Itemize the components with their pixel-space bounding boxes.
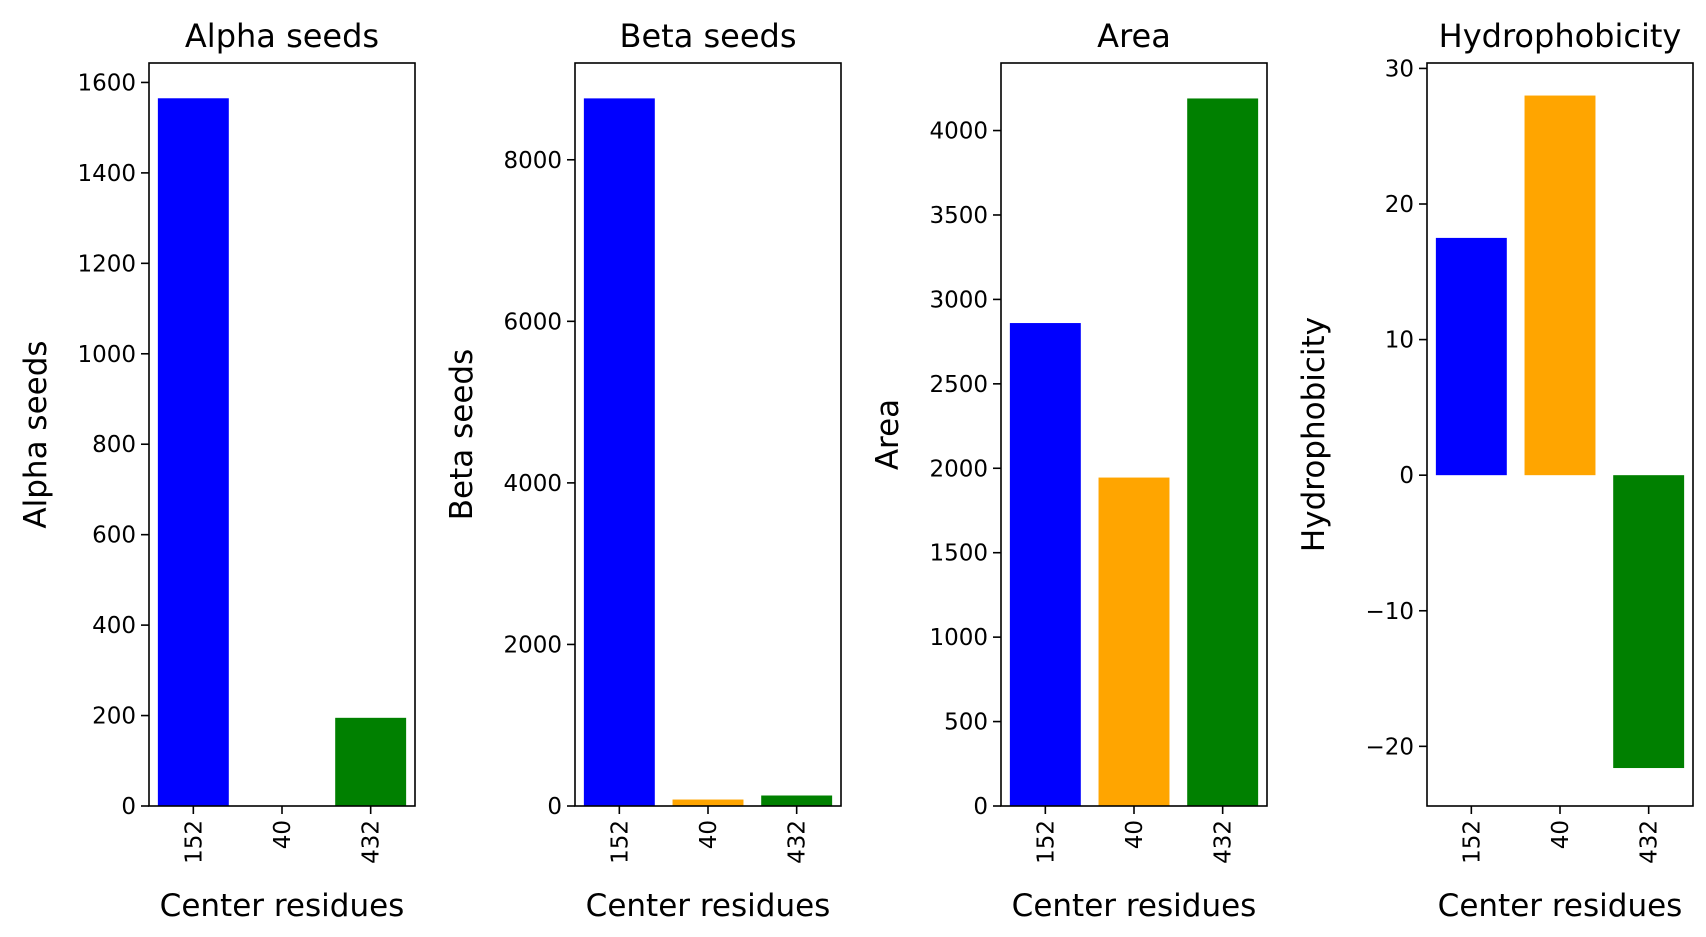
x-tick-label: 432 xyxy=(785,820,811,864)
chart-title: Beta seeds xyxy=(620,17,797,55)
x-axis-label: Center residues xyxy=(1012,888,1257,924)
y-tick-label: 0 xyxy=(121,794,136,820)
x-axis-label: Center residues xyxy=(586,888,831,924)
y-tick-label: 800 xyxy=(92,432,136,458)
chart-panel: Hydrophobicity −20 −10 0 10 20 30 152 40 432 Cente… xyxy=(1296,17,1694,924)
chart-panel: Alpha seeds 0 200 400 600 800 1000 1200 1400 1600… xyxy=(18,17,416,924)
x-axis-label: Center residues xyxy=(160,888,405,924)
bar-432 xyxy=(1613,475,1685,769)
y-tick-label: 0 xyxy=(973,794,988,820)
bar-152 xyxy=(157,98,229,807)
y-tick-label: 0 xyxy=(1399,463,1414,489)
y-axis-label: Alpha seeds xyxy=(18,340,54,528)
y-tick-label: 20 xyxy=(1385,192,1414,218)
y-tick-label: 400 xyxy=(92,613,136,639)
y-tick-label: 1000 xyxy=(77,342,136,368)
chart-title: Alpha seeds xyxy=(185,17,379,55)
y-tick-label: 4000 xyxy=(503,471,562,497)
x-tick-label: 40 xyxy=(1122,820,1148,849)
y-tick-label: 4000 xyxy=(929,119,988,145)
x-tick-label: 432 xyxy=(359,820,385,864)
y-axis-label: Hydrophobicity xyxy=(1296,317,1332,552)
bar-432 xyxy=(335,717,407,806)
y-tick-label: 600 xyxy=(92,523,136,549)
bar-432 xyxy=(1187,98,1259,806)
y-tick-label: 3000 xyxy=(929,287,988,313)
y-tick-label: 8000 xyxy=(503,148,562,174)
x-tick-label: 152 xyxy=(181,820,207,864)
chart-title: Hydrophobicity xyxy=(1439,17,1682,55)
bar-152 xyxy=(1435,237,1507,476)
y-axis-label: Area xyxy=(870,399,906,470)
chart-panel: Area 0 500 1000 1500 2000 2500 3000 3500 4000 152 4… xyxy=(870,17,1268,924)
y-tick-label: 2000 xyxy=(929,456,988,482)
y-tick-label: 10 xyxy=(1385,328,1414,354)
y-tick-label: 1400 xyxy=(77,161,136,187)
y-tick-label: 30 xyxy=(1385,56,1414,82)
x-tick-label: 432 xyxy=(1637,820,1663,864)
y-tick-label: 1500 xyxy=(929,541,988,567)
y-axis-label: Beta seeds xyxy=(444,349,480,520)
x-axis-label: Center residues xyxy=(1438,888,1683,924)
x-tick-label: 432 xyxy=(1211,820,1237,864)
y-tick-label: 6000 xyxy=(503,309,562,335)
y-tick-label: 2000 xyxy=(503,632,562,658)
x-tick-label: 152 xyxy=(607,820,633,864)
y-tick-label: 3500 xyxy=(929,203,988,229)
bar-432 xyxy=(761,795,833,806)
x-tick-label: 152 xyxy=(1459,820,1485,864)
x-tick-label: 152 xyxy=(1033,820,1059,864)
y-tick-label: −10 xyxy=(1365,599,1414,625)
y-tick-label: 1200 xyxy=(77,251,136,277)
y-tick-label: 1600 xyxy=(77,70,136,96)
y-tick-label: 2500 xyxy=(929,372,988,398)
y-tick-label: −20 xyxy=(1365,734,1414,760)
x-tick-label: 40 xyxy=(270,820,296,849)
chart-panel: Beta seeds 0 2000 4000 6000 8000 152 40 432 Cente… xyxy=(444,17,842,924)
bar-40 xyxy=(672,799,744,806)
bar-40 xyxy=(1524,95,1596,476)
bar-40 xyxy=(1098,477,1170,806)
chart-title: Area xyxy=(1097,17,1171,55)
y-tick-label: 1000 xyxy=(929,625,988,651)
y-tick-label: 0 xyxy=(547,794,562,820)
y-tick-label: 200 xyxy=(92,704,136,730)
bar-152 xyxy=(583,98,655,806)
x-tick-label: 40 xyxy=(1548,820,1574,849)
x-tick-label: 40 xyxy=(696,820,722,849)
bar-152 xyxy=(1009,323,1081,806)
y-tick-label: 500 xyxy=(944,710,988,736)
